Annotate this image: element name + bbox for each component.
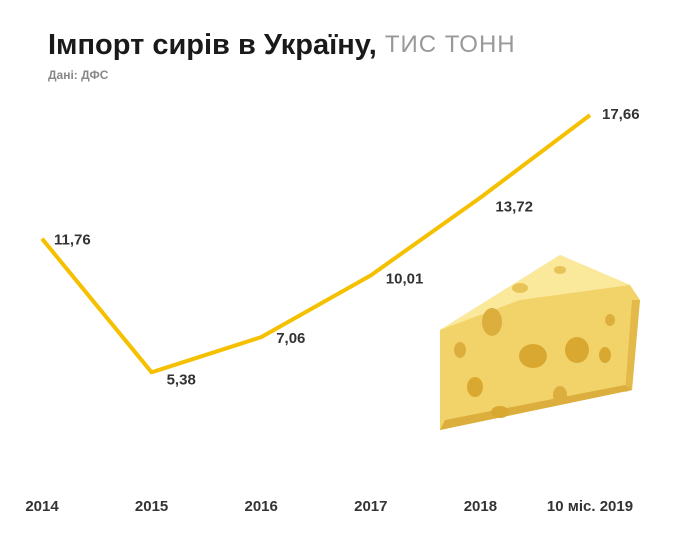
value-label: 17,66 [602, 106, 640, 123]
unit: ТИС ТОНН [385, 31, 516, 58]
x-tick-label: 2017 [354, 498, 387, 515]
x-tick-label: 2018 [464, 498, 497, 515]
x-tick-label: 2015 [135, 498, 168, 515]
x-tick-label: 10 міс. 2019 [547, 498, 633, 515]
value-label: 13,72 [495, 199, 533, 216]
subtitle: Дані: ДФС [48, 68, 109, 82]
chart-title: Імпорт сирів в Україну, [48, 29, 377, 61]
value-label: 11,76 [54, 232, 91, 249]
value-label: 7,06 [276, 330, 305, 347]
chart-title-line: Імпорт сирів в Україну, ТИС ТОНН [48, 29, 516, 61]
cheese-illustration [440, 255, 640, 430]
value-label: 5,38 [167, 371, 196, 388]
x-tick-label: 2016 [245, 498, 278, 515]
x-tick-label: 2014 [25, 498, 59, 515]
line [40, 113, 592, 375]
value-label: 10,01 [386, 270, 424, 287]
